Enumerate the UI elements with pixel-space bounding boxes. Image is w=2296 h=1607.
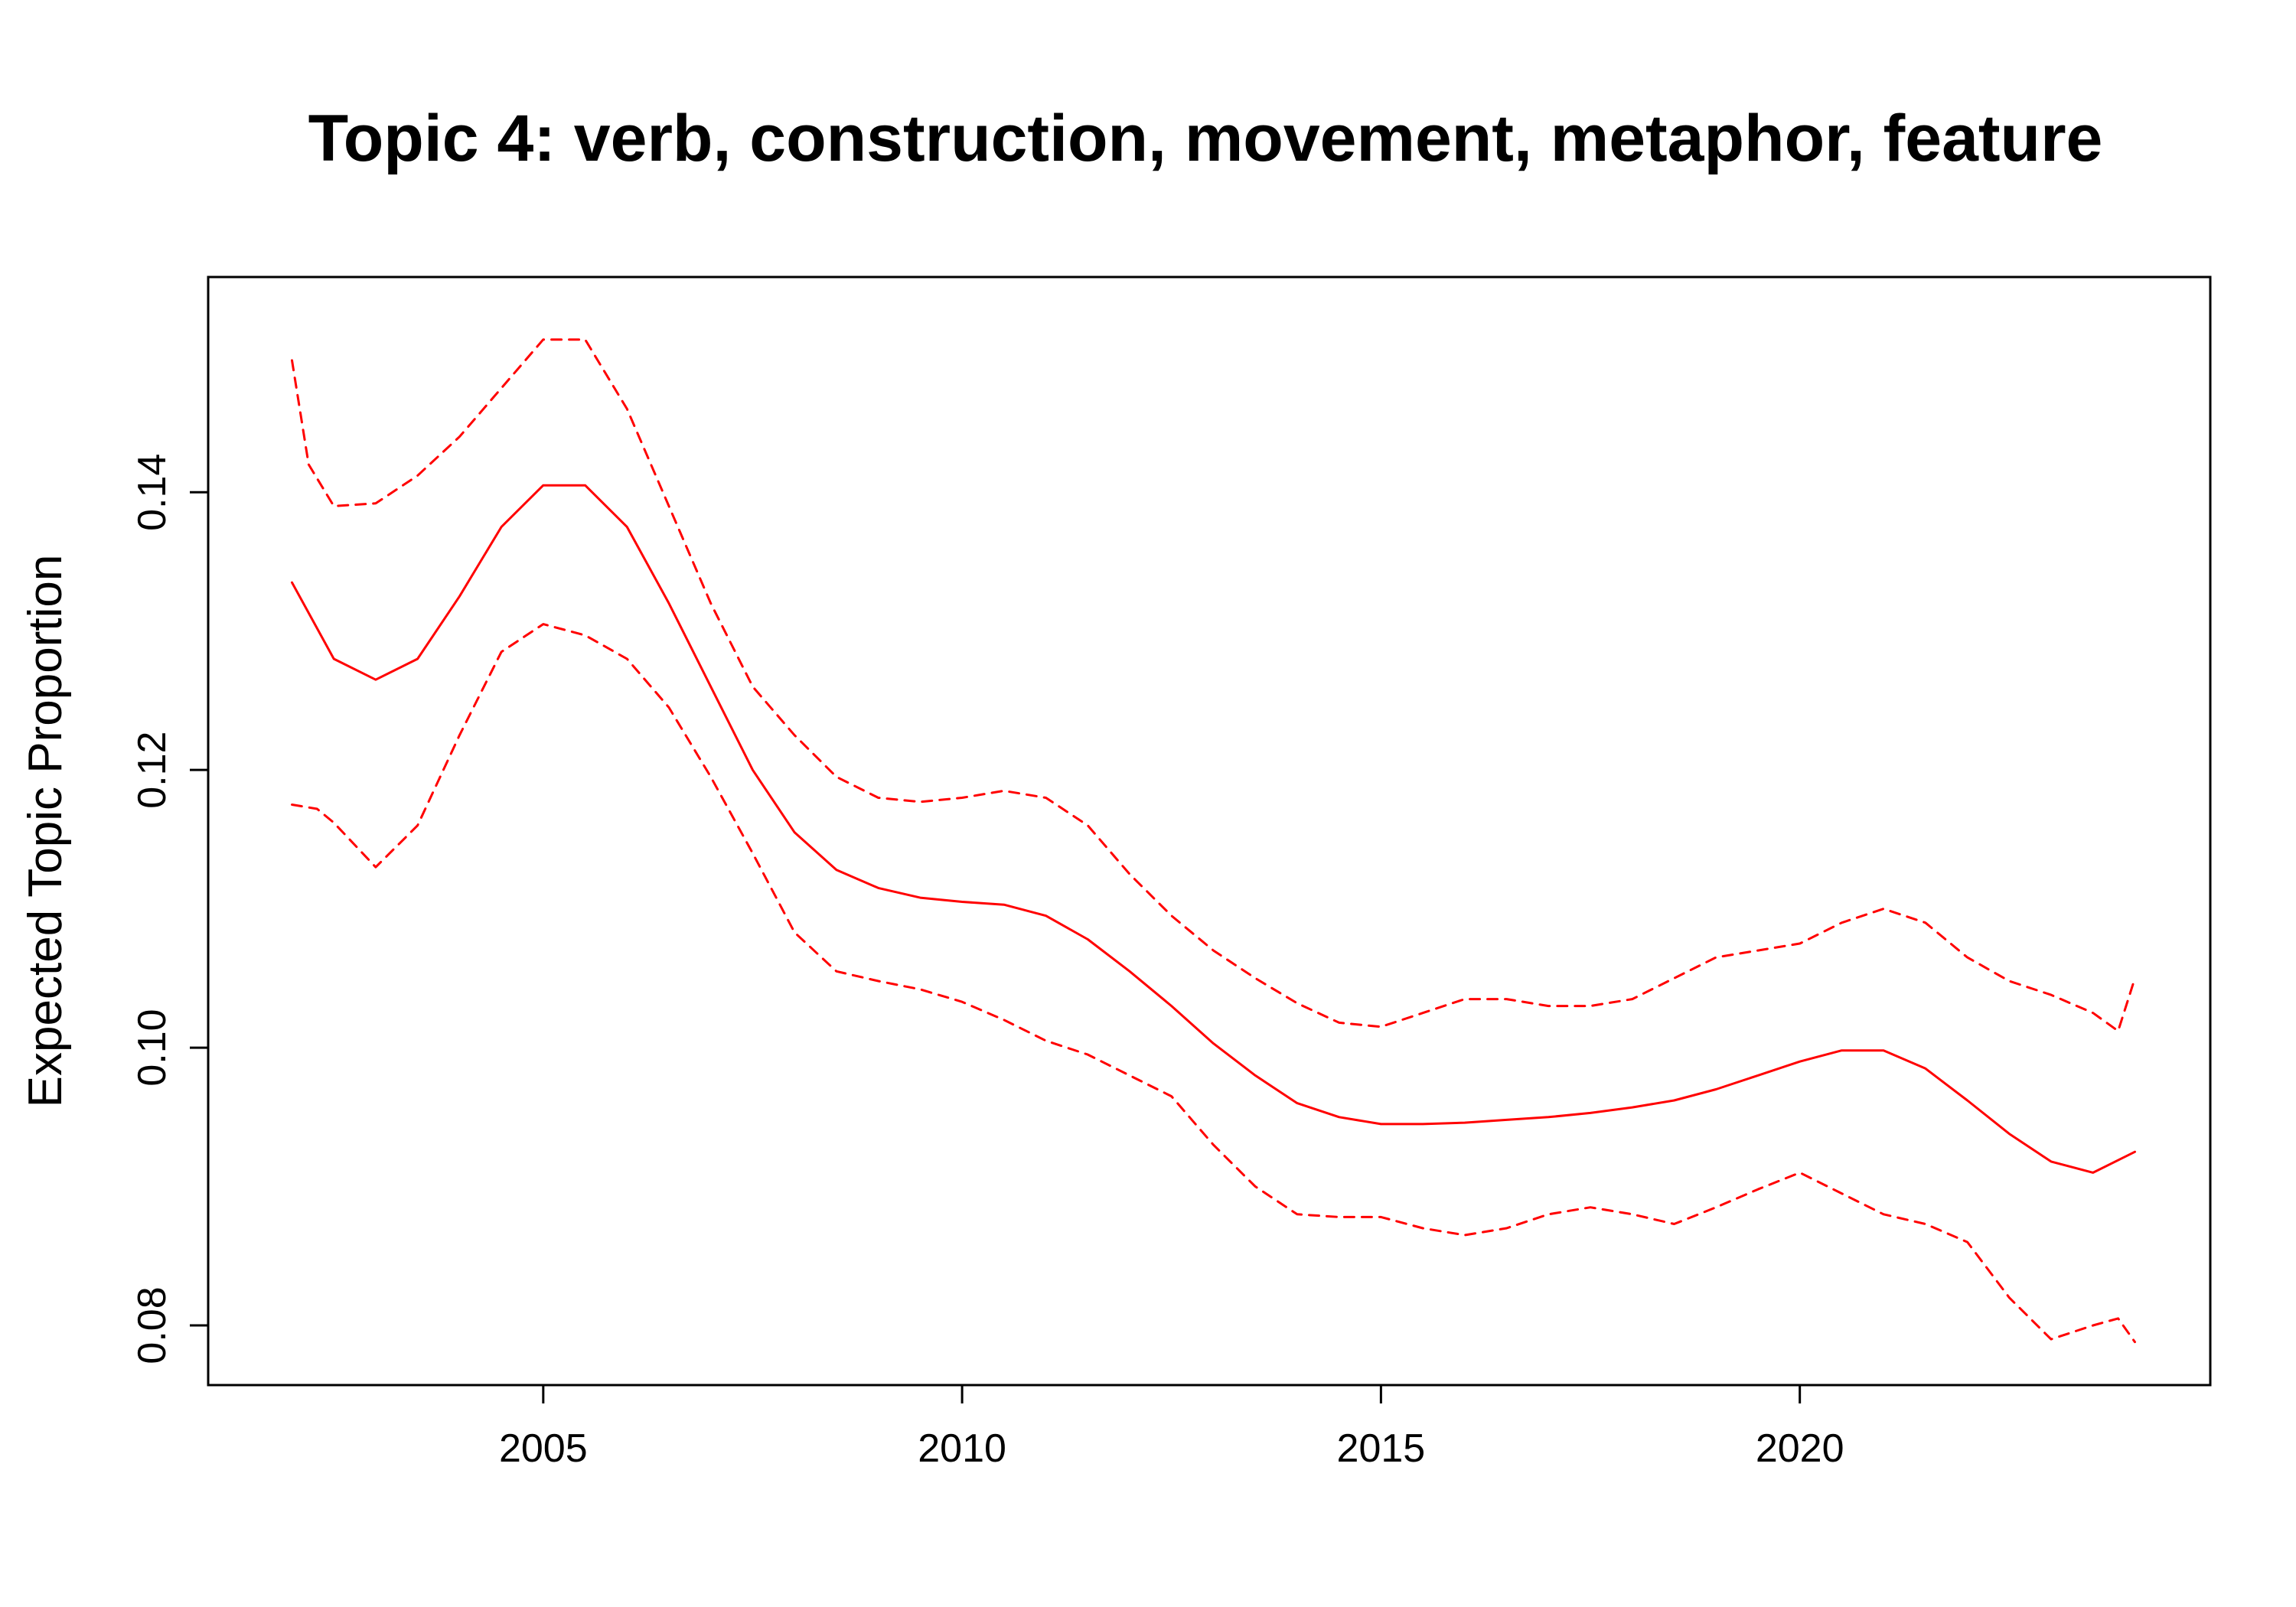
- x-tick-label: 2020: [1756, 1426, 1844, 1471]
- x-axis: 2005 2010 2015 2020: [499, 1384, 1844, 1471]
- y-axis-label: Expected Topic Proportion: [19, 555, 72, 1108]
- y-tick-label: 0.14: [130, 454, 174, 531]
- x-tick-label: 2010: [918, 1426, 1006, 1471]
- y-tick-label: 0.08: [130, 1286, 174, 1364]
- series-line-upper-bound: [291, 338, 2136, 1032]
- x-tick-label: 2005: [499, 1426, 588, 1471]
- chart-title: Topic 4: verb, construction, movement, m…: [308, 102, 2103, 175]
- y-axis: 0.08 0.10 0.12 0.14: [130, 454, 210, 1364]
- x-tick-label: 2015: [1337, 1426, 1426, 1471]
- y-tick-label: 0.12: [130, 732, 174, 809]
- series-line-estimate: [291, 484, 2136, 1174]
- series-layer: [291, 338, 2136, 1344]
- series-line-lower-bound: [291, 623, 2136, 1344]
- y-tick-label: 0.10: [130, 1009, 174, 1086]
- plot-frame: [207, 275, 2212, 1387]
